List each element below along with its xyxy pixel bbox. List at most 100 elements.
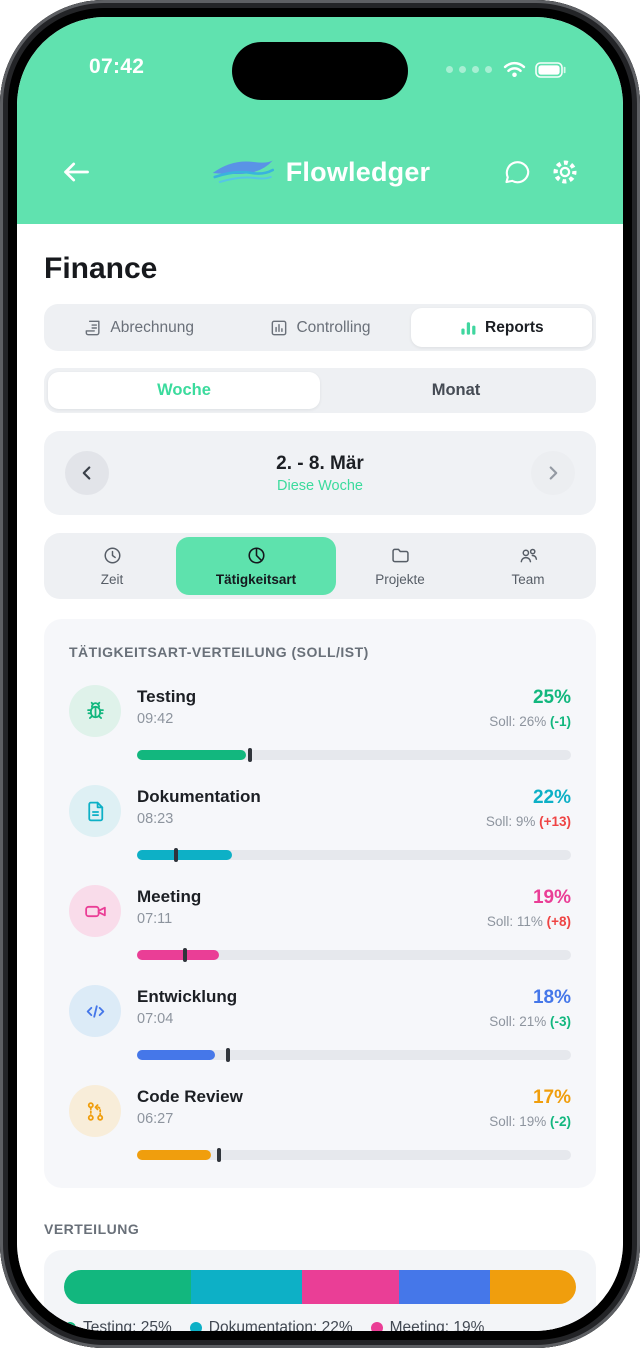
tab-label: Projekte bbox=[375, 572, 425, 587]
settings-gear-button[interactable] bbox=[549, 156, 581, 188]
diff-value: (+8) bbox=[546, 914, 571, 929]
wifi-icon bbox=[503, 61, 526, 78]
tab-label: Team bbox=[511, 572, 545, 587]
app-title: Flowledger bbox=[285, 156, 431, 187]
diff-value: (-2) bbox=[550, 1114, 571, 1129]
progress-fill bbox=[137, 850, 233, 860]
tab-team[interactable]: Team bbox=[464, 537, 592, 595]
activity-row-meeting: Meeting 07:11 19% Soll: 11% (+8) bbox=[69, 885, 571, 962]
bar-segment-code-review bbox=[489, 1270, 576, 1304]
tab-label: Reports bbox=[485, 318, 544, 336]
activity-row-testing: Testing 09:42 25% Soll: 26% (-1) bbox=[69, 685, 571, 762]
activity-row-entwicklung: Entwicklung 07:04 18% Soll: 21% (-3) bbox=[69, 985, 571, 1062]
tab-projekte[interactable]: Projekte bbox=[336, 537, 464, 595]
stacked-distribution-bar bbox=[64, 1270, 576, 1304]
bug-icon bbox=[69, 685, 121, 737]
diff-value: (+13) bbox=[539, 814, 571, 829]
bar-segment-entwicklung bbox=[398, 1270, 490, 1304]
toggle-monat[interactable]: Monat bbox=[431, 381, 481, 399]
status-icons bbox=[446, 61, 567, 78]
activity-row-code-review: Code Review 06:27 17% Soll: 19% (-2) bbox=[69, 1085, 571, 1162]
activity-name: Dokumentation bbox=[137, 787, 261, 806]
soll-marker bbox=[217, 1148, 222, 1162]
activity-time: 07:11 bbox=[137, 911, 173, 927]
tab-label: Zeit bbox=[100, 572, 124, 587]
receipt-icon bbox=[83, 318, 103, 338]
ist-percent: 19% bbox=[532, 887, 571, 908]
tab-controlling[interactable]: Controlling bbox=[229, 308, 410, 347]
activity-name: Entwicklung bbox=[137, 987, 238, 1006]
progress-fill bbox=[137, 1150, 211, 1160]
chat-button[interactable] bbox=[501, 156, 533, 188]
activity-time: 06:27 bbox=[137, 1111, 174, 1127]
activity-name: Meeting bbox=[137, 887, 202, 906]
tab-zeit[interactable]: Zeit bbox=[48, 537, 176, 595]
legend-dot bbox=[189, 1322, 202, 1331]
bar-segment-meeting bbox=[302, 1270, 399, 1304]
legend-item-dokumentation: Dokumentation: 22% bbox=[189, 1319, 353, 1331]
ist-percent: 18% bbox=[532, 987, 571, 1008]
activity-name: Testing bbox=[137, 687, 197, 706]
tab-taetigkeitsart[interactable]: Tätigkeitsart bbox=[176, 537, 336, 595]
soll-marker bbox=[226, 1048, 231, 1062]
activity-time: 07:04 bbox=[137, 1011, 174, 1027]
activity-time: 08:23 bbox=[137, 811, 174, 827]
ist-percent: 25% bbox=[532, 687, 571, 708]
date-range: 2. - 8. Mär bbox=[276, 452, 364, 474]
section-title: TÄTIGKEITSART-VERTEILUNG (SOLL/IST) bbox=[69, 644, 369, 660]
distribution-chart-card: Testing: 25% Dokumentation: 22% Meeting:… bbox=[44, 1250, 596, 1331]
legend-label: Testing: 25% bbox=[83, 1319, 172, 1331]
date-subtitle: Diese Woche bbox=[277, 477, 363, 494]
phone-screen: 07:42 bbox=[17, 17, 623, 1331]
soll-line: Soll: 11% (+8) bbox=[486, 914, 571, 929]
team-people-icon bbox=[520, 548, 537, 563]
soll-line: Soll: 21% (-3) bbox=[489, 1014, 571, 1029]
soll-marker bbox=[182, 948, 187, 962]
legend-dot bbox=[370, 1322, 383, 1331]
diff-value: (-1) bbox=[550, 714, 571, 729]
activity-time: 09:42 bbox=[137, 711, 174, 727]
toggle-woche[interactable]: Woche bbox=[48, 372, 320, 409]
ist-percent: 22% bbox=[532, 787, 571, 808]
legend-label: Meeting: 19% bbox=[389, 1319, 485, 1331]
folder-icon bbox=[391, 548, 409, 563]
tab-label: Controlling bbox=[296, 318, 371, 336]
progress-track bbox=[137, 848, 571, 862]
chart-legend: Testing: 25% Dokumentation: 22% Meeting:… bbox=[64, 1319, 564, 1331]
legend-label: Dokumentation: 22% bbox=[208, 1319, 353, 1331]
status-bar: 07:42 bbox=[17, 17, 623, 103]
soll-line: Soll: 26% (-1) bbox=[489, 714, 571, 729]
git-branch-icon bbox=[69, 1085, 121, 1137]
date-navigation: 2. - 8. Mär Diese Woche bbox=[44, 431, 596, 515]
tab-abrechnung[interactable]: Abrechnung bbox=[48, 308, 229, 347]
bar-chart-icon bbox=[459, 318, 478, 337]
bar-segment-testing bbox=[64, 1270, 191, 1304]
tab-reports[interactable]: Reports bbox=[410, 308, 592, 347]
progress-track bbox=[137, 1148, 571, 1162]
battery-icon bbox=[535, 61, 567, 78]
soll-marker bbox=[247, 748, 252, 762]
main-tab-bar: Abrechnung Controlling bbox=[44, 304, 596, 351]
page-content: Finance Abrechnung bbox=[17, 252, 623, 1331]
progress-fill bbox=[137, 750, 246, 760]
legend-dot bbox=[64, 1322, 76, 1331]
code-icon bbox=[69, 985, 121, 1037]
legend-item-testing: Testing: 25% bbox=[64, 1319, 172, 1331]
back-button[interactable] bbox=[59, 155, 93, 189]
next-week-button[interactable] bbox=[531, 451, 575, 495]
soll-line: Soll: 19% (-2) bbox=[489, 1114, 571, 1129]
cellular-signal-icon bbox=[446, 66, 492, 73]
activity-row-dokumentation: Dokumentation 08:23 22% Soll: 9% (+13) bbox=[69, 785, 571, 862]
clock-icon bbox=[103, 547, 121, 564]
activity-distribution-card: TÄTIGKEITSART-VERTEILUNG (SOLL/IST) bbox=[44, 619, 596, 1188]
previous-week-button[interactable] bbox=[65, 451, 109, 495]
activity-name: Code Review bbox=[137, 1087, 243, 1106]
legend-item-meeting: Meeting: 19% bbox=[370, 1319, 485, 1331]
header-actions bbox=[501, 156, 581, 188]
soll-line: Soll: 9% (+13) bbox=[485, 814, 571, 829]
app-nav-bar: Flowledger bbox=[17, 145, 623, 199]
category-tab-bar: Zeit Tätigkeitsart Projekte bbox=[44, 533, 596, 599]
page-title: Finance bbox=[44, 252, 158, 285]
